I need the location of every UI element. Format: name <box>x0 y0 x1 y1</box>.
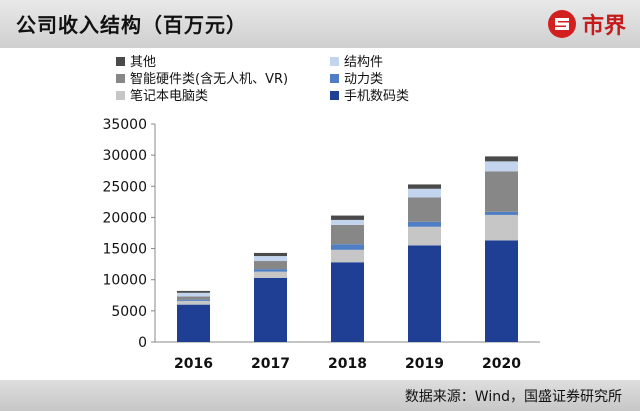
legend-label: 手机数码类 <box>344 89 409 104</box>
bar-segment <box>485 240 518 342</box>
bar-segment <box>331 219 364 225</box>
legend-swatch <box>330 57 339 66</box>
bar-segment <box>485 156 518 162</box>
bar-segment <box>331 215 364 220</box>
legend-swatch <box>116 74 125 83</box>
legend-label: 其他 <box>130 55 156 70</box>
bar-segment <box>408 226 441 246</box>
bar-segment <box>408 245 441 342</box>
bar-segment <box>331 262 364 342</box>
source-note: 数据来源：Wind，国盛证券研究所 <box>404 389 622 405</box>
bar-segment <box>254 256 287 262</box>
bar-segment <box>177 300 210 305</box>
bar-segment <box>254 252 287 257</box>
bar-segment <box>254 277 287 342</box>
bar-segment <box>331 249 364 263</box>
header-bar: 公司收入结构（百万元） 市界 <box>0 0 640 48</box>
x-tick-label: 2019 <box>405 356 444 372</box>
logo-text: 市界 <box>581 14 626 39</box>
bar-segment <box>485 214 518 241</box>
legend-label: 笔记本电脑类 <box>130 88 208 104</box>
bar-segment <box>408 184 441 189</box>
y-tick-label: 30000 <box>102 148 147 164</box>
bar-segment <box>331 244 364 250</box>
logo-s-icon <box>547 10 576 38</box>
bar-segment <box>485 211 518 215</box>
y-tick-label: 0 <box>138 335 147 351</box>
legend-swatch <box>330 91 339 100</box>
x-tick-label: 2020 <box>482 356 521 372</box>
footer-bar: 数据来源：Wind，国盛证券研究所 <box>0 380 640 411</box>
y-tick-label: 35000 <box>102 117 147 133</box>
legend-swatch <box>116 91 125 100</box>
bar-segment <box>177 296 210 300</box>
legend-swatch <box>116 57 125 66</box>
x-tick-label: 2018 <box>328 356 367 372</box>
page-title: 公司收入结构（百万元） <box>16 13 247 37</box>
bar-segment <box>177 299 210 301</box>
legend-label: 动力类 <box>344 72 383 87</box>
bar-segment <box>254 261 287 270</box>
bar-segment <box>177 292 210 297</box>
bar-segment <box>331 224 364 245</box>
y-tick-label: 10000 <box>102 273 147 289</box>
x-tick-label: 2017 <box>251 356 290 372</box>
legend-swatch <box>330 74 339 83</box>
legend-label: 智能硬件类(含无人机、VR) <box>130 71 288 87</box>
bar-segment <box>177 290 210 293</box>
bar-segment <box>408 197 441 222</box>
y-tick-label: 15000 <box>102 242 147 258</box>
y-tick-label: 20000 <box>102 210 147 226</box>
bar-segment <box>177 304 210 342</box>
bar-segment <box>485 161 518 172</box>
x-tick-label: 2016 <box>174 356 213 372</box>
legend-label: 结构件 <box>344 55 383 70</box>
logo: 市界 <box>547 8 626 40</box>
y-tick-label: 5000 <box>111 304 147 320</box>
bar-segment <box>408 188 441 198</box>
bar-segment <box>254 271 287 278</box>
bar-segment <box>485 171 518 212</box>
bar-segment <box>254 269 287 272</box>
bar-segment <box>408 221 441 227</box>
y-tick-label: 25000 <box>102 179 147 195</box>
